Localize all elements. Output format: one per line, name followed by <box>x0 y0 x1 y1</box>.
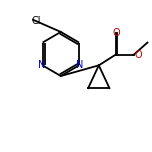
Text: O: O <box>112 28 120 38</box>
Text: O: O <box>134 50 142 60</box>
Text: N: N <box>76 60 83 70</box>
Text: N: N <box>38 60 45 70</box>
Text: Cl: Cl <box>32 16 41 26</box>
